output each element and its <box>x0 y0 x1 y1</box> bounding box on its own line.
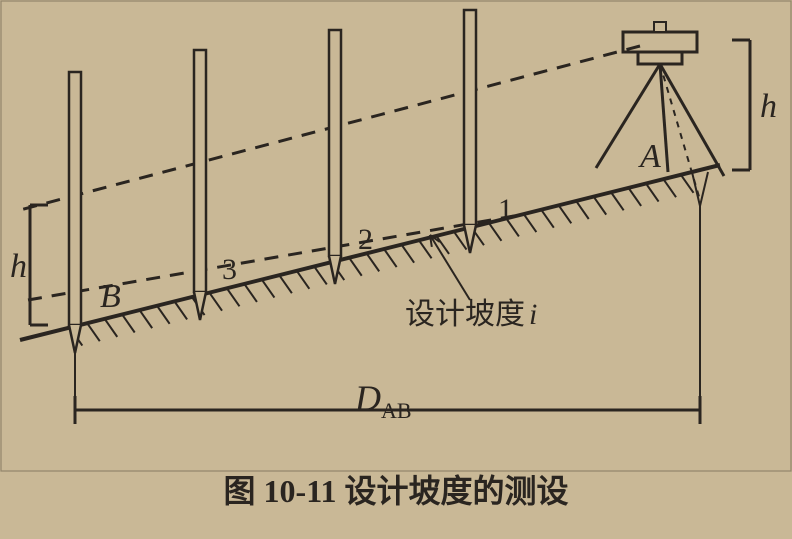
slope-text-i: i <box>529 298 537 331</box>
label-B: B <box>100 280 121 314</box>
slope-text-cn: 设计坡度 <box>405 298 525 331</box>
label-D: DAB <box>355 380 412 422</box>
label-D-main: D <box>355 378 381 418</box>
label-h-left: h <box>10 250 27 284</box>
label-stake-1: 1 <box>498 195 513 225</box>
label-stake-2: 2 <box>358 225 373 255</box>
label-h-right: h <box>760 90 777 124</box>
label-D-sub: AB <box>381 398 412 423</box>
label-A: A <box>640 140 661 174</box>
label-slope-text: 设计坡度i <box>405 300 537 330</box>
diagram-canvas: A B 1 2 3 h h 设计坡度i DAB 图 10-11 设计坡度的测设 <box>0 0 792 539</box>
label-stake-3: 3 <box>222 255 237 285</box>
diagram-svg <box>0 0 792 539</box>
figure-caption: 图 10-11 设计坡度的测设 <box>0 475 792 507</box>
